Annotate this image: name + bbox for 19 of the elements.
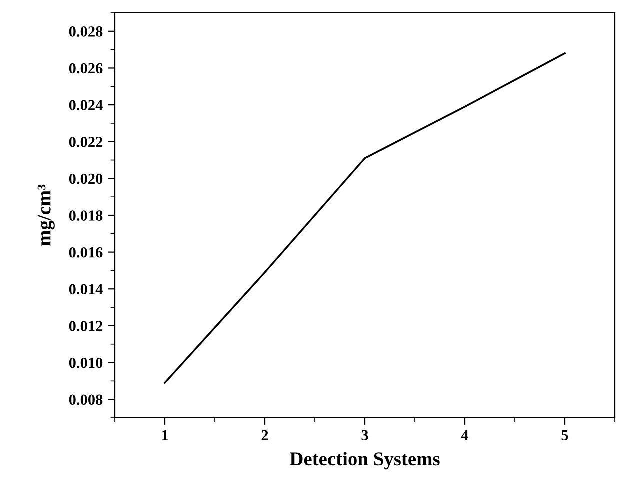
y-tick-label: 0.012 — [69, 321, 103, 332]
y-tick-label: 0.016 — [69, 247, 103, 258]
x-tick-label: 4 — [461, 430, 469, 440]
y-tick-label: 0.020 — [69, 174, 103, 184]
x-tick-label: 5 — [562, 430, 568, 441]
line-series — [164, 52, 566, 384]
y-tick-label: 0.010 — [69, 358, 103, 368]
x-tick-label: 2 — [262, 430, 268, 440]
y-tick-label: 0.014 — [69, 284, 103, 295]
y-tick-label: 0.028 — [69, 26, 103, 37]
y-tick-label: 0.018 — [69, 210, 103, 222]
y-tick-label: 0.022 — [69, 137, 103, 148]
y-tick-label: 0.024 — [69, 100, 103, 111]
x-axis-title: Detection Systems — [290, 452, 440, 470]
y-tick-label: 0.026 — [69, 63, 103, 74]
x-tick-label: 1 — [162, 430, 168, 440]
y-tick-label: 0.008 — [69, 394, 103, 406]
y-axis-title: mg/cm³ — [38, 184, 55, 246]
x-tick-label: 3 — [362, 430, 368, 441]
